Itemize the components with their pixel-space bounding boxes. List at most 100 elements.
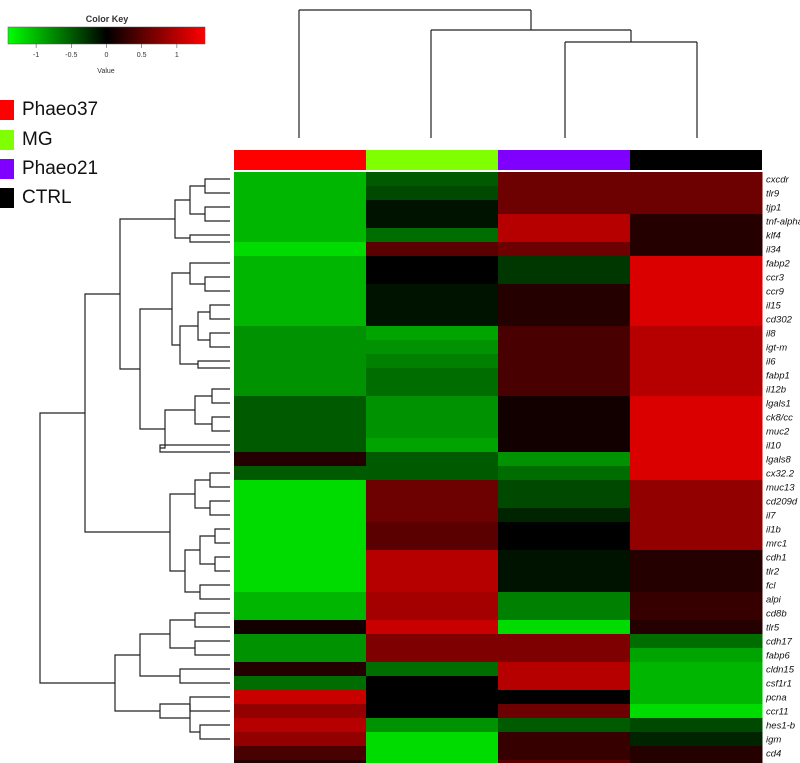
heatmap-cell [366,424,499,439]
heatmap-cell [234,494,367,509]
gene-label: muc13 [766,483,795,494]
heatmap-cell [366,368,499,383]
gene-label: tlr2 [766,567,780,578]
heatmap-cell [366,438,499,453]
heatmap-cell [366,270,499,285]
heatmap-cell [630,326,763,341]
heatmap-cell [366,620,499,635]
column-bar-phaeo21 [498,150,630,170]
gene-label: cxcdr [766,175,790,186]
gene-label: il6 [766,357,776,368]
gene-label: cd302 [766,315,793,326]
heatmap-cell [234,312,367,327]
heatmap-cell [366,522,499,537]
heatmap-cell [630,704,763,719]
heatmap-cell [366,382,499,397]
heatmap-cell [630,256,763,271]
heatmap-cell [498,690,631,705]
heatmap-cell [498,284,631,299]
heatmap-cell [366,760,499,763]
heatmap-cell [498,634,631,649]
heatmap-cell [234,718,367,733]
heatmap-cell [234,326,367,341]
heatmap-cell [498,326,631,341]
heatmap-cell [498,200,631,215]
heatmap-cell [366,662,499,677]
color-key-tick-label: 0.5 [137,52,147,59]
heatmap-cell [234,536,367,551]
heatmap-cell [630,662,763,677]
gene-label: lgals1 [766,399,791,410]
gene-label: cdh17 [766,637,793,648]
heatmap-cell [234,410,367,425]
heatmap-cell [498,536,631,551]
heatmap-cell [498,228,631,243]
heatmap-cell [234,522,367,537]
heatmap-cell [366,284,499,299]
heatmap-cell [366,410,499,425]
heatmap-cell [234,606,367,621]
legend-item-mg: MG [0,129,53,151]
heatmap-cell [630,634,763,649]
heatmap-cell [630,298,763,313]
heatmap-cell [366,704,499,719]
heatmap-cell [366,452,499,467]
legend-label: Phaeo37 [22,99,99,120]
heatmap-cell [630,228,763,243]
legend-swatch [0,130,14,150]
heatmap-cell [234,648,367,663]
legend-item-ctrl: CTRL [0,187,72,209]
heatmap-cell [366,676,499,691]
gene-label: cd4 [766,749,781,760]
heatmap-cell [630,606,763,621]
heatmap-cell [630,186,763,201]
heatmap-cell [630,466,763,481]
heatmap-cell [630,382,763,397]
heatmap-cell [498,298,631,313]
heatmap-cell [498,494,631,509]
legend-label: MG [22,129,53,150]
heatmap-cell [630,480,763,495]
heatmap-cell [630,354,763,369]
heatmap-cell [498,242,631,257]
legend-swatch [0,159,14,179]
column-dendrogram [298,9,698,138]
heatmap-cell [498,662,631,677]
heatmap-cell [366,592,499,607]
heatmap-cell [630,200,763,215]
gene-label: cldn15 [766,665,795,676]
color-key-gradient [7,26,206,45]
heatmap-cell [630,172,763,187]
gene-label: tlr5 [766,623,780,634]
heatmap-cell [234,270,367,285]
heatmap-cell [498,312,631,327]
heatmap-cell [366,508,499,523]
color-key-tick-label: -0.5 [65,52,77,59]
legend-item-phaeo37: Phaeo37 [0,99,98,121]
heatmap-cell [234,228,367,243]
heatmap-cell [498,732,631,747]
gene-label: il34 [766,245,781,256]
heatmap-cell [630,424,763,439]
heatmap-cell [234,256,367,271]
heatmap-cell [630,242,763,257]
heatmap-cell [498,354,631,369]
heatmap-cell [366,228,499,243]
gene-label: tjp1 [766,203,781,214]
heatmap-cell [234,382,367,397]
heatmap-cell [630,690,763,705]
heatmap-cell [498,480,631,495]
gene-label: fcl [766,581,776,592]
heatmap-cell [366,354,499,369]
heatmap-cell [366,172,499,187]
heatmap-cell [234,480,367,495]
gene-label: ccr3 [766,273,785,284]
gene-label: cd209d [766,497,798,508]
heatmap-cell [630,396,763,411]
heatmap-cell [630,592,763,607]
gene-label: lgals8 [766,455,792,466]
heatmap-cell [366,634,499,649]
heatmap-cell [630,270,763,285]
heatmap-cell [366,732,499,747]
